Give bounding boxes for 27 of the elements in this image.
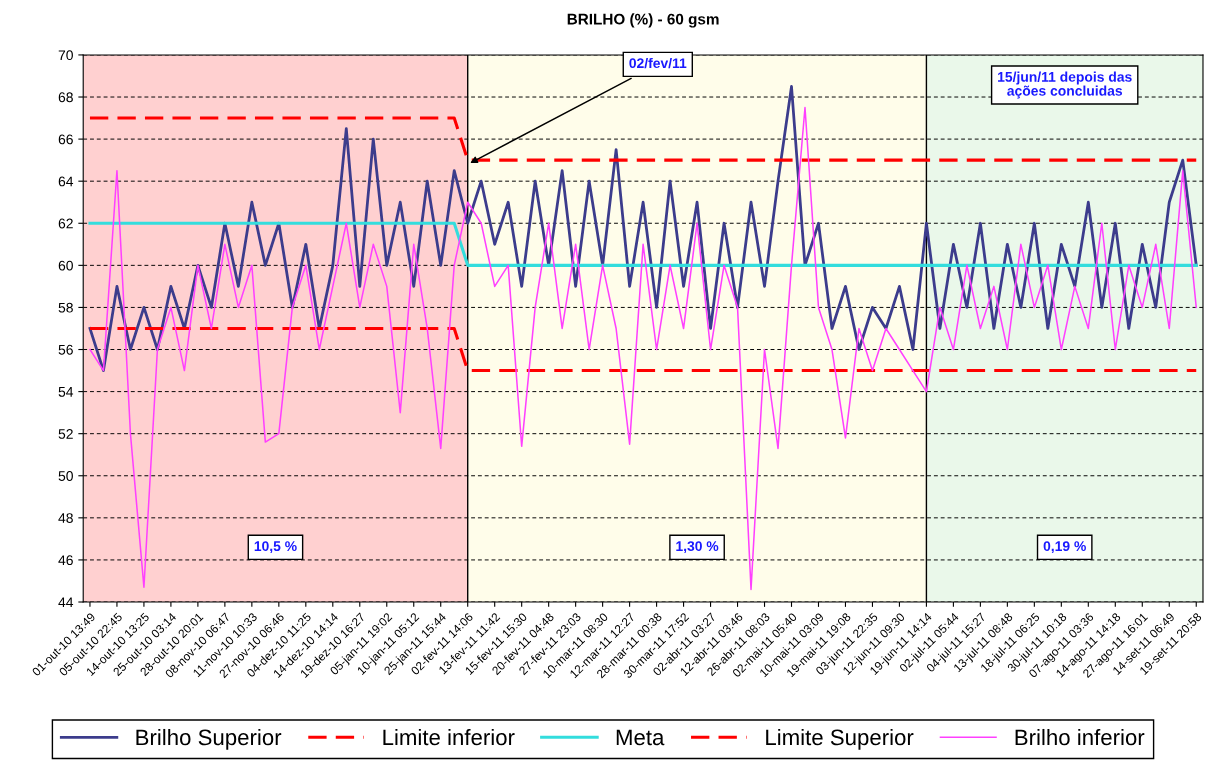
line-series xyxy=(88,85,1198,372)
y-tick-label: 48 xyxy=(58,513,73,524)
y-tick-label: 60 xyxy=(58,260,73,271)
y-tick-label: 68 xyxy=(58,92,73,103)
chart-title: BRILHO (%) - 60 gsm xyxy=(567,13,719,28)
y-tick-label: 54 xyxy=(58,387,74,397)
y-tick-label: 58 xyxy=(58,302,73,313)
y-tick-label: 44 xyxy=(58,597,74,608)
annotation: 0,19 % xyxy=(1043,541,1086,554)
y-tick-label: 64 xyxy=(58,176,74,187)
line-series xyxy=(89,106,1198,591)
annotation: 15/jun/11 depois das ações concluidas xyxy=(998,71,1132,99)
y-tick-label: 62 xyxy=(58,218,73,229)
legend-label: Brilho inferior xyxy=(1015,728,1145,746)
legend-label: Limite inferior xyxy=(383,728,515,746)
y-tick-label: 52 xyxy=(58,429,73,439)
y-tick-label: 56 xyxy=(58,344,73,355)
annotation: 02/fev/11 xyxy=(629,57,687,69)
annotation: 1,30 % xyxy=(676,541,719,554)
y-tick-label: 66 xyxy=(58,134,73,145)
y-tick-label: 46 xyxy=(58,555,73,566)
legend-label: Limite Superior xyxy=(766,728,914,750)
y-tick-label: 70 xyxy=(58,50,73,61)
y-tick-label: 50 xyxy=(58,471,73,481)
annotation: 10,5 % xyxy=(254,541,297,554)
legend-label: Meta xyxy=(616,729,665,746)
legend-label: Brilho Superior xyxy=(136,728,282,750)
